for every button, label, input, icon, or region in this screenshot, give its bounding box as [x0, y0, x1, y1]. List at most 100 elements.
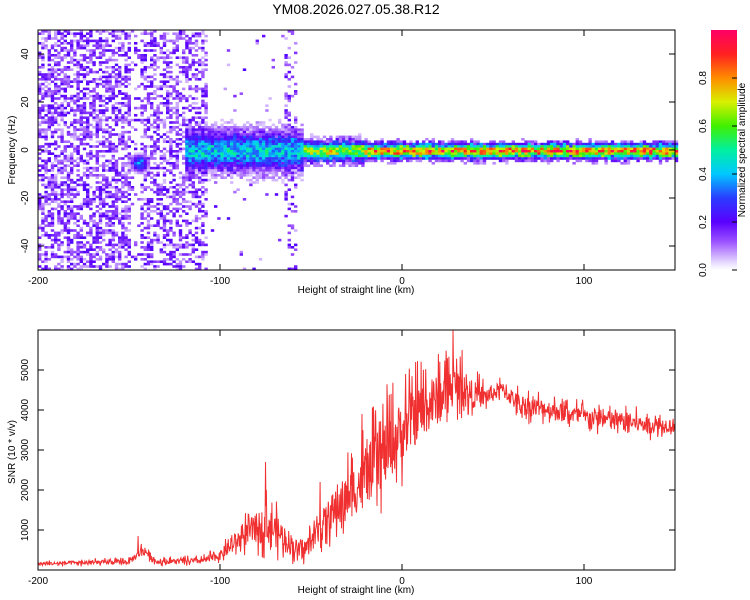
heatmap-cell	[450, 147, 455, 151]
heatmap-cell	[278, 150, 282, 153]
heatmap-cell	[70, 152, 74, 155]
heatmap-cell	[169, 226, 173, 230]
heatmap-cell	[185, 166, 189, 170]
heatmap-cell	[201, 126, 205, 129]
heatmap-cell	[150, 246, 154, 249]
heatmap-cell	[156, 174, 160, 177]
heatmap-cell	[95, 118, 99, 122]
heatmap-cell	[60, 190, 64, 194]
heatmap-cell	[124, 78, 128, 81]
heatmap-cell	[265, 104, 269, 107]
heatmap-cell	[242, 128, 247, 131]
heatmap-cell	[217, 174, 221, 177]
heatmap-cell	[434, 150, 439, 153]
heatmap-cell	[111, 58, 115, 62]
heatmap-cell	[639, 152, 643, 155]
heatmap-cell	[463, 145, 467, 148]
heatmap-cell	[242, 166, 247, 170]
heatmap-cell	[198, 255, 202, 259]
heatmap-cell	[284, 198, 288, 201]
heatmap-cell	[162, 58, 167, 62]
heatmap-cell	[268, 154, 272, 158]
heatmap-cell	[396, 152, 400, 155]
heatmap-cell	[457, 154, 461, 158]
heatmap-cell	[198, 226, 202, 230]
heatmap-cell	[470, 142, 474, 146]
heatmap-cell	[284, 176, 288, 179]
heatmap-cell	[204, 198, 208, 201]
heatmap-cell	[255, 164, 259, 167]
heatmap-cell	[351, 142, 355, 146]
heatmap-cell	[518, 150, 522, 153]
heatmap-cell	[636, 159, 640, 163]
heatmap-cell	[361, 142, 365, 146]
heatmap-cell	[220, 126, 224, 129]
heatmap-cell	[47, 198, 51, 201]
heatmap-cell	[668, 145, 672, 148]
heatmap-cell	[194, 157, 199, 160]
heatmap-cell	[50, 162, 55, 165]
heatmap-cell	[92, 90, 96, 93]
heatmap-cell	[108, 87, 112, 91]
heatmap-cell	[86, 42, 90, 45]
heatmap-cell	[172, 253, 176, 256]
heatmap-cell	[86, 152, 90, 155]
heatmap-cell	[111, 176, 115, 179]
heatmap-cell	[146, 99, 151, 103]
heatmap-cell	[38, 32, 42, 35]
heatmap-cell	[316, 138, 320, 141]
heatmap-cell	[422, 154, 426, 158]
heatmap-cell	[470, 152, 474, 155]
heatmap-cell	[367, 142, 371, 146]
heatmap-cell	[108, 248, 112, 251]
x-tick-label: 100	[576, 276, 593, 287]
spectrogram-heatmap	[38, 30, 679, 271]
heatmap-cell	[396, 145, 400, 148]
heatmap-cell	[41, 195, 45, 199]
heatmap-cell	[63, 46, 67, 50]
heatmap-cell	[124, 178, 128, 182]
heatmap-cell	[271, 150, 275, 153]
heatmap-cell	[274, 164, 279, 167]
heatmap-cell	[143, 133, 147, 136]
heatmap-cell	[127, 94, 131, 98]
heatmap-cell	[169, 128, 173, 131]
heatmap-cell	[278, 128, 282, 131]
heatmap-cell	[342, 140, 346, 143]
heatmap-cell	[204, 104, 208, 107]
heatmap-cell	[105, 102, 109, 105]
heatmap-cell	[124, 142, 128, 146]
heatmap-cell	[386, 142, 391, 146]
heatmap-cell	[268, 130, 272, 134]
heatmap-cell	[287, 70, 291, 74]
heatmap-cell	[281, 34, 285, 38]
heatmap-cell	[284, 190, 288, 194]
heatmap-cell	[111, 97, 115, 100]
heatmap-cell	[82, 166, 87, 170]
heatmap-cell	[326, 157, 330, 160]
heatmap-cell	[278, 154, 282, 158]
heatmap-cell	[418, 157, 423, 160]
heatmap-cell	[79, 54, 83, 57]
heatmap-cell	[143, 97, 147, 100]
heatmap-cell	[54, 118, 58, 122]
heatmap-cell	[454, 150, 458, 153]
heatmap-cell	[70, 188, 74, 191]
heatmap-cell	[246, 128, 250, 131]
heatmap-cell	[230, 147, 234, 151]
heatmap-cell	[140, 169, 144, 172]
heatmap-cell	[252, 267, 256, 271]
heatmap-cell	[575, 147, 579, 151]
heatmap-cell	[76, 193, 80, 196]
heatmap-cell	[466, 147, 471, 151]
heatmap-cell	[249, 171, 253, 175]
heatmap-cell	[47, 58, 51, 62]
heatmap-cell	[63, 255, 67, 259]
heatmap-cell	[207, 159, 211, 163]
heatmap-cell	[201, 250, 205, 254]
heatmap-cell	[188, 78, 192, 81]
heatmap-cell	[399, 147, 403, 151]
heatmap-cell	[271, 135, 275, 139]
heatmap-cell	[194, 231, 199, 235]
heatmap-cell	[50, 111, 55, 115]
